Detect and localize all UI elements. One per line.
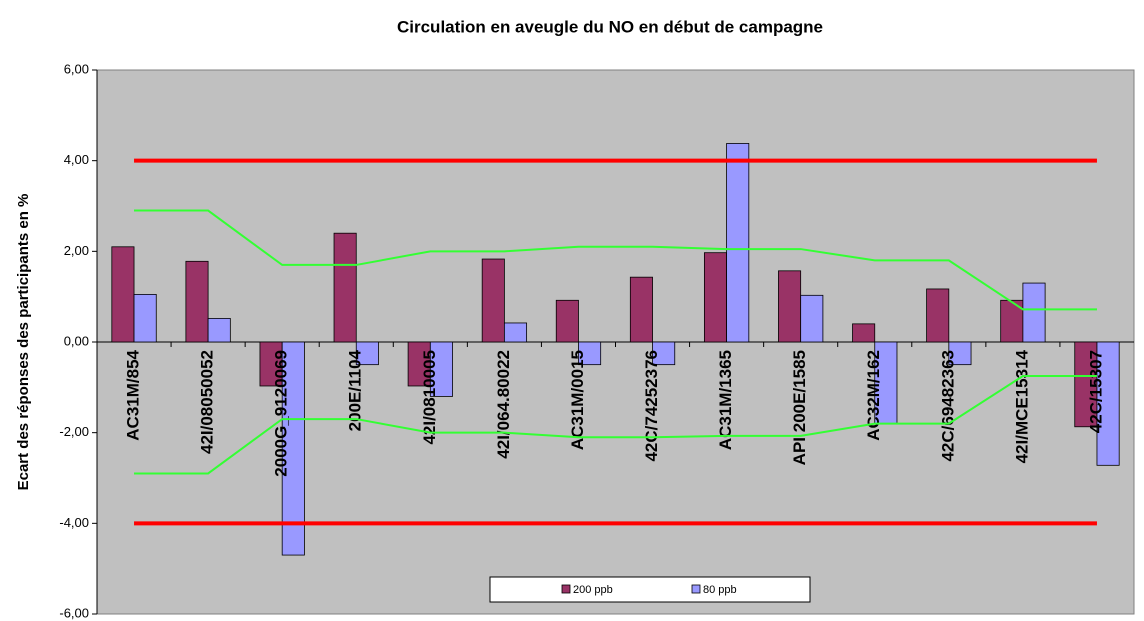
x-tick-label: 42C/69482363 <box>938 350 957 462</box>
bar <box>703 252 728 343</box>
legend-label: 80 ppb <box>703 584 737 596</box>
y-tick-label: 0,00 <box>64 333 89 348</box>
legend: 200 ppb 80 ppb <box>489 576 811 603</box>
y-tick-label: 2,00 <box>64 243 89 258</box>
x-tick-label: AC32M/162 <box>864 350 883 441</box>
bar <box>852 323 876 343</box>
bar <box>948 341 972 366</box>
x-tick-label: AC31M/1365 <box>716 350 735 450</box>
legend-swatch <box>691 584 701 594</box>
x-tick-label: 42I/08050052 <box>198 350 217 454</box>
bar <box>185 260 209 343</box>
chart-title: Circulation en aveugle du NO en début de… <box>397 17 823 36</box>
bar <box>481 258 505 343</box>
y-tick-label: -6,00 <box>59 605 89 620</box>
reference-line <box>134 209 1097 311</box>
bar <box>629 276 653 343</box>
x-tick-label: 2000G_9120069 <box>272 350 291 477</box>
bar <box>652 341 676 366</box>
legend-swatch <box>561 584 571 594</box>
bar <box>429 341 453 397</box>
bar <box>1022 282 1046 343</box>
bar <box>1096 341 1120 466</box>
bar <box>355 341 379 366</box>
bar <box>800 294 824 343</box>
bar <box>503 322 528 343</box>
x-tick-label: AC31M/854 <box>124 349 143 440</box>
bar <box>778 270 802 343</box>
reference-line <box>134 375 1097 475</box>
y-tick-label: 6,00 <box>64 61 89 76</box>
bar <box>111 246 135 343</box>
x-tick-label: 200E/1104 <box>346 349 365 431</box>
bar <box>555 299 579 343</box>
bar <box>281 341 305 556</box>
y-axis-title: Ecart des réponses des participants en % <box>15 194 32 491</box>
x-tick-label: 42C/15307 <box>1086 350 1105 433</box>
bar <box>133 293 157 343</box>
x-tick-label: AC31M/0015 <box>568 350 587 450</box>
x-tick-label: 42I/MCE15314 <box>1012 349 1031 463</box>
bar <box>926 288 950 343</box>
x-tick-label: 42C/74252376 <box>642 350 661 462</box>
bar <box>726 143 750 343</box>
legend-label: 200 ppb <box>573 584 613 596</box>
x-tick-label: 42I/064.80022 <box>494 350 513 459</box>
x-tick-label: API 200E/1585 <box>790 350 809 465</box>
bar <box>333 232 357 343</box>
y-tick-label: -4,00 <box>59 515 89 530</box>
y-tick-label: -2,00 <box>59 424 89 439</box>
bar <box>207 318 231 343</box>
bar <box>578 341 602 366</box>
y-tick-label: 4,00 <box>64 152 89 167</box>
x-tick-label: 42I/0810005 <box>420 350 439 445</box>
legend-box <box>489 576 811 603</box>
